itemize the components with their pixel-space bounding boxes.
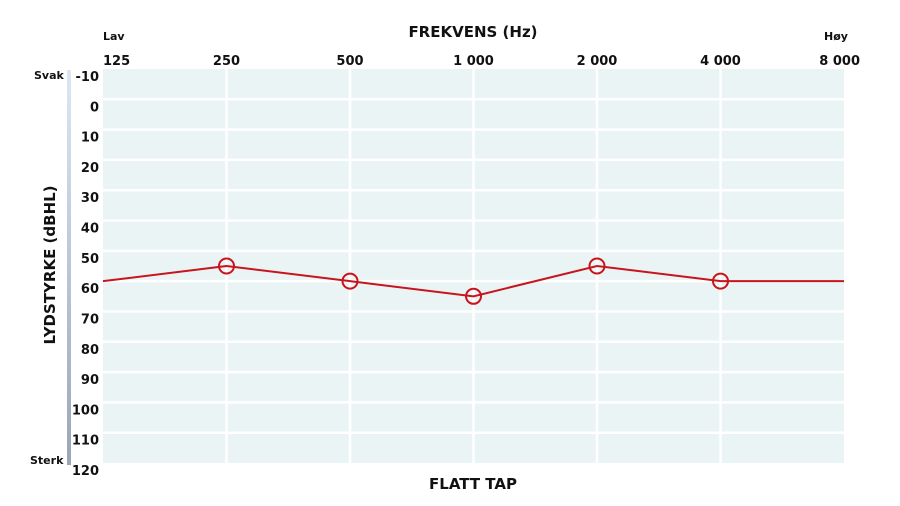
y-tick-label: 120: [72, 464, 99, 479]
x-tick-label: 1 000: [453, 54, 494, 69]
y-tick-label: -10: [76, 70, 100, 85]
x-high-label: Høy: [824, 30, 848, 43]
y-tick-label: 50: [81, 252, 99, 267]
data-point-marker: [712, 272, 729, 290]
data-point-marker: [465, 287, 482, 305]
x-low-label: Lav: [103, 30, 125, 43]
y-axis-label: LYDSTYRKE (dBHL): [41, 185, 59, 344]
data-point-marker: [341, 272, 359, 290]
y-tick-label: 110: [72, 434, 99, 449]
data-point-marker: [218, 257, 235, 275]
x-tick-label: 500: [336, 54, 363, 69]
x-tick-label: 250: [213, 54, 240, 69]
x-tick-label: 125: [103, 54, 130, 69]
data-point-marker: [588, 257, 606, 275]
y-tick-label: 40: [81, 222, 99, 237]
x-tick-label: 8 000: [819, 54, 860, 69]
y-tick-label: 100: [72, 403, 99, 418]
y-tick-label: 20: [81, 161, 99, 176]
chart-subtitle: FLATT TAP: [429, 475, 517, 493]
x-tick-label: 2 000: [577, 54, 618, 69]
y-tick-label: 70: [81, 312, 99, 327]
x-tick-label: 4 000: [700, 54, 741, 69]
y-tick-label: 80: [81, 343, 99, 358]
y-tick-label: 90: [81, 373, 99, 388]
y-tick-label: 30: [81, 191, 99, 206]
y-bottom-label: Sterk: [30, 454, 64, 467]
y-top-label: Svak: [34, 69, 65, 82]
y-tick-label: 0: [90, 100, 99, 115]
series-line: [102, 264, 844, 298]
loudness-gradient-bar: [67, 70, 71, 465]
chart-title: FREKVENS (Hz): [408, 23, 537, 41]
y-tick-label: 10: [81, 131, 99, 146]
y-tick-label: 60: [81, 282, 99, 297]
